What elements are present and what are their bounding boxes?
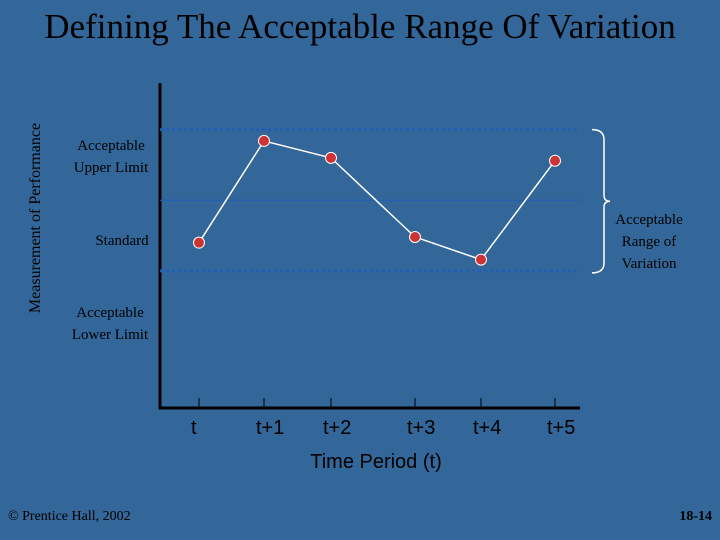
range-bracket-label: Acceptable Range of Variation <box>615 212 683 272</box>
page-number: 18-14 <box>679 509 712 524</box>
data-point <box>475 253 487 266</box>
x-tick-label: t+2 <box>323 417 351 439</box>
x-tick-label: t+3 <box>407 417 435 439</box>
data-point <box>193 236 205 249</box>
data-point <box>409 231 421 244</box>
x-tick-label: t <box>191 417 197 439</box>
data-point <box>325 151 337 164</box>
performance-line <box>198 140 556 261</box>
lower-limit-label: Acceptable Lower Limit <box>72 305 149 343</box>
copyright-text: © Prentice Hall, 2002 <box>8 509 131 524</box>
data-point <box>258 134 270 147</box>
upper-limit-label: Acceptable Upper Limit <box>74 138 149 176</box>
range-bracket <box>591 128 611 274</box>
x-tick-label: t+4 <box>473 417 501 439</box>
x-tick-label: t+1 <box>256 417 284 439</box>
slide-title: Defining The Acceptable Range Of Variati… <box>44 7 676 46</box>
data-point <box>549 154 561 167</box>
x-axis-label: Time Period (t) <box>310 451 442 473</box>
standard-label: Standard <box>95 233 149 249</box>
x-tick-label: t+5 <box>547 417 575 439</box>
